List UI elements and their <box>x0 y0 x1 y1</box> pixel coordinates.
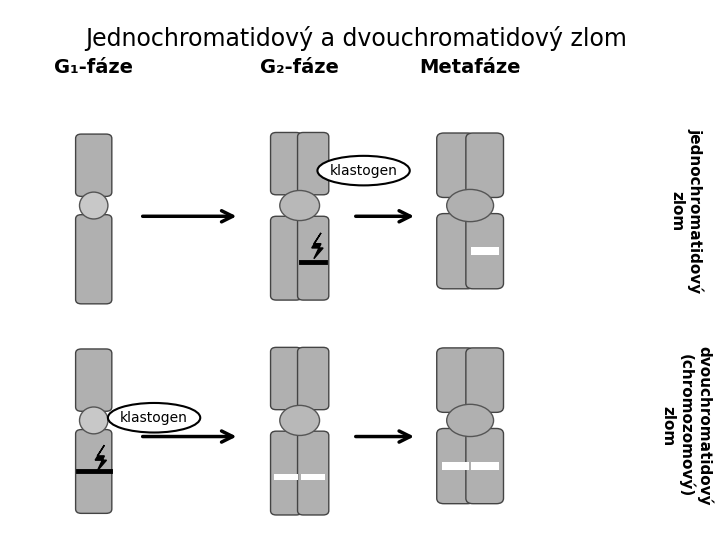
Bar <box>471 247 498 255</box>
Ellipse shape <box>280 191 320 220</box>
Polygon shape <box>95 445 107 471</box>
FancyBboxPatch shape <box>437 428 474 504</box>
FancyBboxPatch shape <box>297 217 329 300</box>
Text: Jednochromatidový a dvouchromatidový zlom: Jednochromatidový a dvouchromatidový zlo… <box>86 25 627 51</box>
Polygon shape <box>312 233 323 259</box>
Ellipse shape <box>446 404 493 436</box>
Ellipse shape <box>446 190 493 221</box>
Bar <box>301 474 325 480</box>
FancyBboxPatch shape <box>76 429 112 514</box>
FancyBboxPatch shape <box>297 132 329 195</box>
FancyBboxPatch shape <box>76 134 112 197</box>
FancyBboxPatch shape <box>76 349 112 411</box>
Text: klastogen: klastogen <box>330 164 397 178</box>
FancyBboxPatch shape <box>437 214 474 289</box>
FancyBboxPatch shape <box>466 428 503 504</box>
FancyBboxPatch shape <box>466 214 503 289</box>
Text: G₁-fáze: G₁-fáze <box>54 58 133 77</box>
FancyBboxPatch shape <box>271 132 302 195</box>
Ellipse shape <box>108 403 200 433</box>
Bar <box>274 474 298 480</box>
Text: klastogen: klastogen <box>120 411 188 425</box>
Ellipse shape <box>79 192 108 219</box>
FancyBboxPatch shape <box>437 133 474 198</box>
FancyBboxPatch shape <box>297 347 329 410</box>
FancyBboxPatch shape <box>437 348 474 413</box>
Ellipse shape <box>280 406 320 435</box>
Bar <box>471 462 498 470</box>
FancyBboxPatch shape <box>76 215 112 304</box>
Text: dvouchromatidový
(chromozomový)
zlom: dvouchromatidový (chromozomový) zlom <box>660 346 714 505</box>
Text: jednochromatidový
zlom: jednochromatidový zlom <box>670 129 703 294</box>
Bar <box>441 462 469 470</box>
Text: G₂-fáze: G₂-fáze <box>260 58 339 77</box>
Text: Metafáze: Metafáze <box>419 58 521 77</box>
FancyBboxPatch shape <box>466 133 503 198</box>
FancyBboxPatch shape <box>271 431 302 515</box>
FancyBboxPatch shape <box>271 217 302 300</box>
FancyBboxPatch shape <box>466 348 503 413</box>
FancyBboxPatch shape <box>271 347 302 410</box>
FancyBboxPatch shape <box>297 431 329 515</box>
Ellipse shape <box>318 156 410 185</box>
Ellipse shape <box>79 407 108 434</box>
